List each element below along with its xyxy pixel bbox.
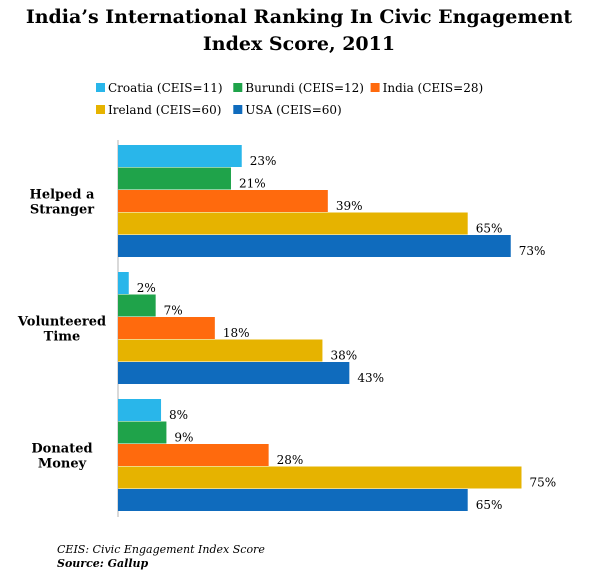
bar bbox=[118, 212, 468, 235]
bar bbox=[118, 421, 167, 444]
category-label: Helped a Stranger bbox=[30, 187, 95, 217]
bar bbox=[118, 167, 231, 190]
bar-value-label: 8% bbox=[169, 408, 188, 422]
legend-label: Ireland (CEIS=60) bbox=[108, 103, 221, 117]
bar bbox=[118, 466, 522, 489]
bar-value-label: 73% bbox=[519, 244, 546, 258]
bar bbox=[118, 489, 468, 511]
bar bbox=[118, 399, 162, 421]
legend-swatch bbox=[370, 83, 380, 92]
legend-swatch bbox=[233, 105, 243, 114]
category-label: Donated Money bbox=[31, 441, 92, 471]
category-label-line: Money bbox=[38, 456, 87, 471]
legend-swatch bbox=[233, 83, 243, 92]
category-label-line: Stranger bbox=[30, 202, 94, 217]
category-label-line: Donated bbox=[31, 441, 92, 456]
bar-value-label: 7% bbox=[164, 304, 183, 318]
source-note: Source: Gallup bbox=[57, 557, 149, 570]
bar-value-label: 65% bbox=[476, 222, 503, 236]
legend-label: USA (CEIS=60) bbox=[245, 103, 341, 117]
bar bbox=[118, 145, 242, 167]
chart-title: India’s International Ranking In Civic E… bbox=[0, 4, 598, 58]
bar bbox=[118, 272, 129, 294]
bar-value-label: 65% bbox=[476, 498, 503, 512]
bar-value-label: 23% bbox=[250, 154, 277, 168]
bar-value-label: 75% bbox=[530, 476, 557, 490]
bar-value-label: 18% bbox=[223, 326, 250, 340]
bar bbox=[118, 339, 323, 362]
bar bbox=[118, 362, 350, 384]
legend-label: India (CEIS=28) bbox=[383, 81, 484, 95]
category-label-line: Helped a bbox=[30, 187, 95, 202]
legend-swatch bbox=[96, 83, 105, 92]
legend-label: Croatia (CEIS=11) bbox=[108, 81, 223, 95]
bar bbox=[118, 190, 328, 212]
bar bbox=[118, 444, 269, 466]
bar-value-label: 9% bbox=[174, 431, 193, 445]
category-label-line: Time bbox=[44, 329, 81, 344]
bar bbox=[118, 235, 511, 257]
category-label-line: Volunteered bbox=[17, 314, 106, 329]
bar-value-label: 28% bbox=[277, 453, 304, 467]
chart-title-line-1: India’s International Ranking In Civic E… bbox=[25, 6, 573, 28]
bar-value-label: 39% bbox=[336, 199, 363, 213]
bar-value-label: 21% bbox=[239, 177, 266, 191]
legend-swatch bbox=[96, 105, 105, 114]
chart-title-line-2: Index Score, 2011 bbox=[202, 33, 396, 55]
bar-value-label: 43% bbox=[357, 371, 384, 385]
bar-value-label: 2% bbox=[137, 281, 156, 295]
footnote: CEIS: Civic Engagement Index Score bbox=[57, 543, 265, 556]
legend-label: Burundi (CEIS=12) bbox=[245, 81, 364, 95]
bar bbox=[118, 317, 215, 339]
category-label: Volunteered Time bbox=[17, 314, 106, 344]
bar bbox=[118, 294, 156, 317]
bar-value-label: 38% bbox=[330, 349, 357, 363]
